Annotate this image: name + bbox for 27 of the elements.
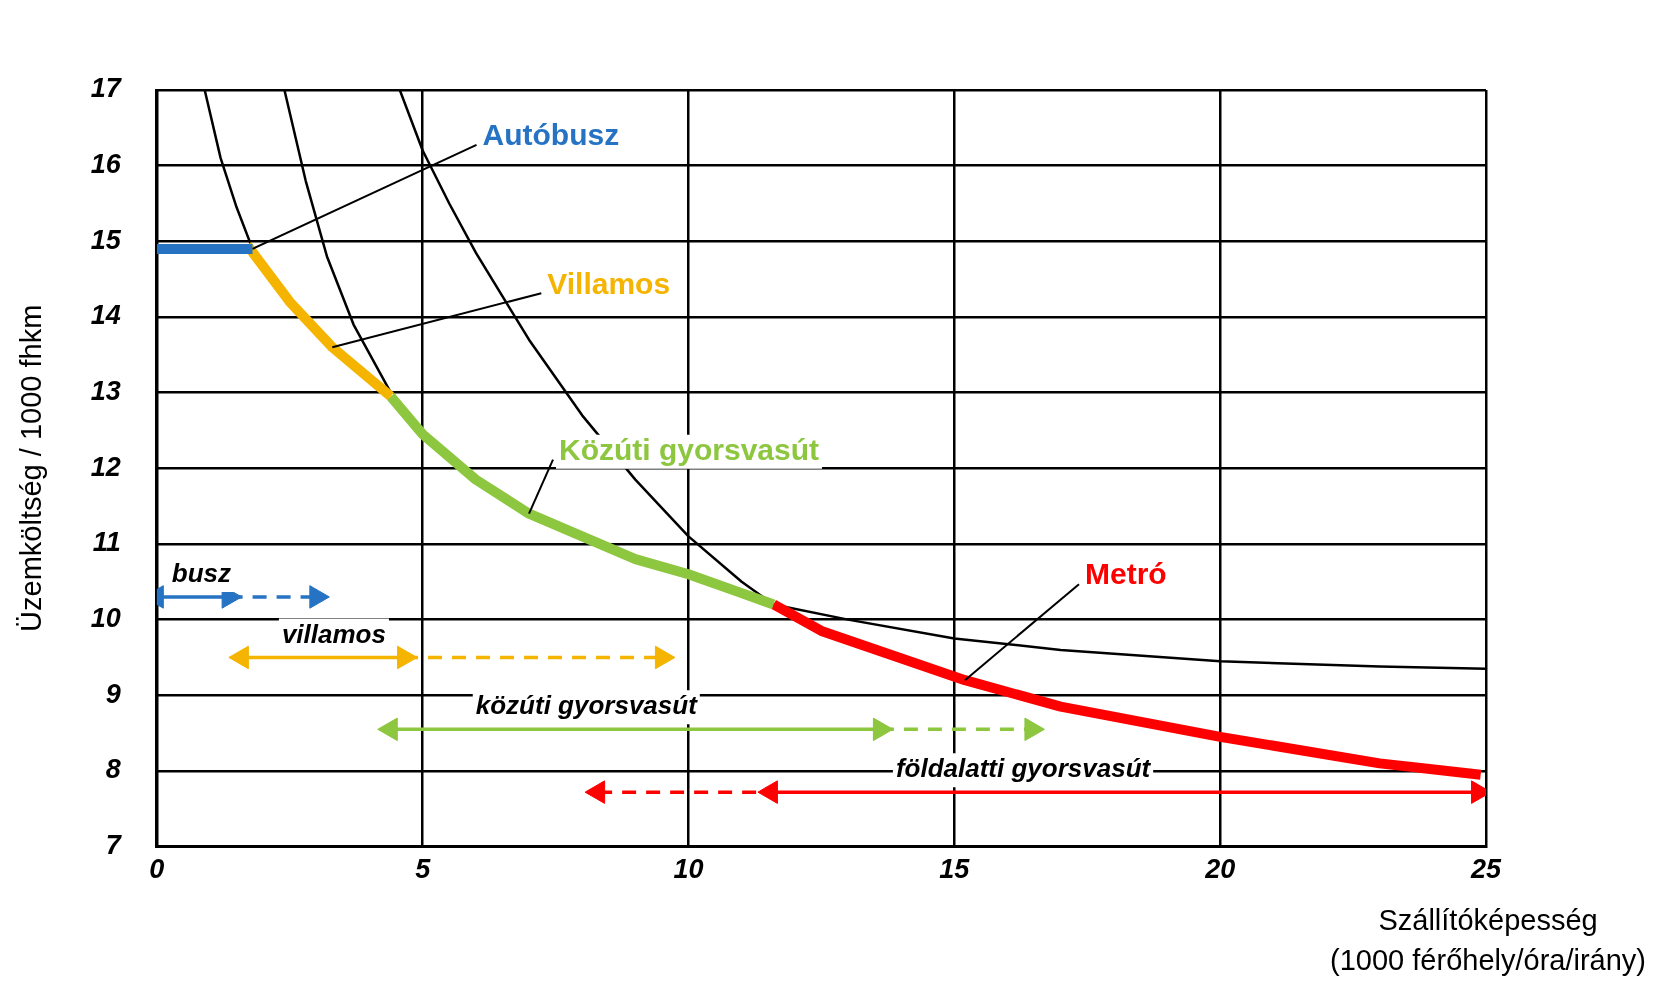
y-tick-label: 14 (90, 300, 121, 331)
text: Metró (1084, 557, 1167, 591)
text: Villamos (547, 266, 671, 300)
x-tick-label: 10 (673, 854, 704, 885)
x-tick-label: 0 (149, 854, 165, 885)
series-label: közúti gyorsvasút (475, 690, 699, 721)
series-label: földalatti gyorsvasút (895, 753, 1152, 784)
y-tick-label: 17 (90, 73, 123, 104)
y-axis-title: Üzemköltség / 1000 fhkm (15, 304, 48, 632)
text: Autóbusz (482, 118, 620, 152)
series-label: Közúti gyorsvasút (559, 432, 820, 466)
series-label: busz (171, 558, 232, 589)
x-tick-label: 5 (415, 854, 432, 885)
y-tick-label: 8 (105, 754, 121, 785)
y-tick-label: 13 (90, 376, 121, 407)
x-tick-label: 15 (939, 854, 971, 885)
y-tick-label: 15 (90, 224, 122, 255)
y-tick-label: 12 (90, 451, 121, 482)
x-tick-label: 20 (1204, 854, 1236, 885)
y-tick-label: 16 (90, 149, 122, 180)
series-label: villamos (281, 618, 386, 649)
y-tick-label: 9 (105, 678, 121, 709)
x-tick-label: 25 (1469, 854, 1502, 885)
y-tick-label: 11 (92, 527, 121, 558)
y-tick-label: 7 (105, 830, 123, 861)
y-tick-label: 10 (90, 603, 121, 634)
x-axis-title: Szállítóképesség (1000 férőhely/óra/irány) (1330, 903, 1647, 976)
